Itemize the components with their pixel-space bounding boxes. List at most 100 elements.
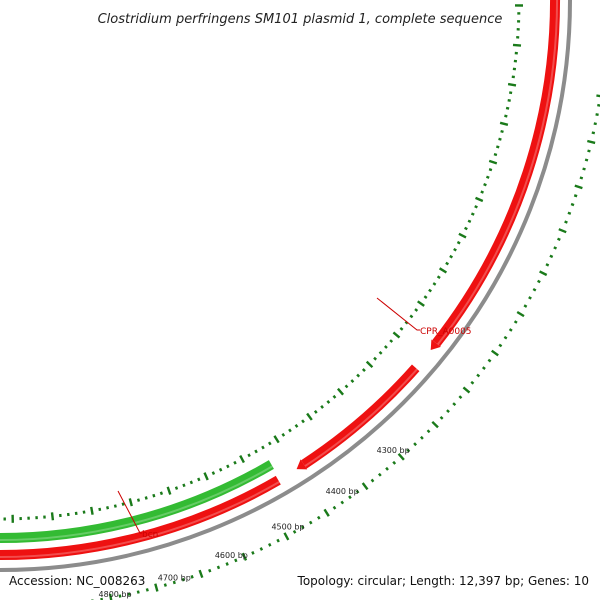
tick-mark xyxy=(475,196,484,203)
gene-label-cpr-a0005[interactable]: CPR_A0005 xyxy=(420,327,472,337)
tick-mark xyxy=(595,113,599,116)
tick-mark xyxy=(399,326,404,331)
tick-mark xyxy=(483,182,487,187)
tick-mark xyxy=(348,495,352,500)
tick-mark xyxy=(512,43,522,47)
tick-mark xyxy=(172,580,176,585)
tick-mark xyxy=(549,254,554,259)
tick-mark xyxy=(532,287,537,292)
tick-mark xyxy=(503,335,508,340)
tick-mark xyxy=(90,506,94,515)
tick-mark xyxy=(154,583,159,592)
tick-mark xyxy=(591,131,596,135)
tick-mark xyxy=(294,423,299,428)
tick-mark xyxy=(584,158,589,162)
gene-arc-cpr-a0005[interactable] xyxy=(301,364,420,469)
gene-arc-forward[interactable] xyxy=(0,475,281,561)
tick-mark xyxy=(344,384,349,389)
tick-mark xyxy=(467,219,472,223)
tick-mark xyxy=(587,139,596,145)
tick-mark xyxy=(136,590,140,594)
tick-mark xyxy=(570,202,575,207)
tick-mark xyxy=(485,175,490,179)
tick-mark xyxy=(498,343,503,348)
tick-mark xyxy=(385,466,389,471)
tick-mark xyxy=(251,551,255,555)
tick-mark xyxy=(523,304,528,308)
gene-highlight xyxy=(304,368,418,467)
tick-mark xyxy=(587,149,591,153)
summary-text: Topology: circular; Length: 12,397 bp; G… xyxy=(297,574,589,588)
tick-mark xyxy=(436,275,441,280)
tick-mark xyxy=(505,106,510,110)
tick-mark xyxy=(118,594,122,598)
tick-mark xyxy=(545,263,550,267)
gene-label-bcn[interactable]: bcn xyxy=(142,530,158,540)
tick-mark xyxy=(340,500,345,505)
tick-mark xyxy=(516,310,525,318)
tick-mark xyxy=(190,575,194,579)
gene-arc-bcn[interactable] xyxy=(0,460,274,544)
tick-mark xyxy=(136,498,141,502)
tick-mark xyxy=(557,237,561,242)
tick-mark xyxy=(316,515,321,520)
tick-mark xyxy=(464,226,468,231)
tick-mark xyxy=(404,320,409,325)
tick-mark xyxy=(507,99,511,102)
tick-mark xyxy=(409,314,414,319)
tick-mark xyxy=(508,91,513,95)
tick-mark xyxy=(476,373,481,378)
tick-mark xyxy=(462,386,471,394)
tick-mark xyxy=(225,562,229,566)
tick-mark xyxy=(106,506,110,510)
tick-mark xyxy=(470,212,475,216)
tick-mark xyxy=(233,460,237,465)
tick-mark xyxy=(159,491,164,496)
tick-mark xyxy=(239,455,245,464)
tick-mark xyxy=(474,205,478,209)
tick-mark xyxy=(513,320,518,324)
gene-highlight xyxy=(0,481,280,559)
tick-mark xyxy=(313,409,318,414)
tick-mark xyxy=(499,121,509,126)
tick-mark xyxy=(332,505,337,510)
tick-mark xyxy=(198,569,204,579)
tick-mark xyxy=(458,395,463,399)
tick-mark xyxy=(456,240,461,245)
tick-mark xyxy=(182,483,186,488)
tick-mark xyxy=(417,300,425,307)
gene-arc-upstream[interactable] xyxy=(432,0,561,347)
tick-mark xyxy=(273,435,280,444)
tick-mark xyxy=(389,339,394,343)
tick-mark xyxy=(108,593,113,600)
tick-mark xyxy=(449,254,453,259)
tick-mark xyxy=(470,380,475,385)
tick-mark xyxy=(446,409,450,413)
tick-mark xyxy=(495,145,500,149)
tick-mark xyxy=(326,400,331,404)
tick-mark xyxy=(420,435,424,440)
tick-mark xyxy=(226,464,230,469)
tick-mark xyxy=(127,592,131,596)
tick-mark xyxy=(301,419,305,424)
tick-mark xyxy=(480,190,484,194)
tick-mark xyxy=(493,152,498,157)
accession-text: Accession: NC_008263 xyxy=(9,574,145,588)
tick-mark xyxy=(247,453,251,458)
tick-mark xyxy=(574,184,583,190)
tick-mark xyxy=(261,445,265,450)
tick-mark xyxy=(241,552,248,561)
tick-mark xyxy=(320,405,324,409)
tick-mark xyxy=(508,328,513,332)
tick-mark xyxy=(488,168,493,172)
tick-mark xyxy=(152,493,156,498)
tick-mark xyxy=(507,82,517,87)
tick-mark xyxy=(281,432,286,437)
tick-mark xyxy=(383,345,388,349)
gene-callout-bcn: bcn xyxy=(117,490,158,540)
tick-mark xyxy=(276,538,280,543)
tick-mark xyxy=(254,449,258,454)
gene-highlight xyxy=(436,0,559,346)
tick-mark xyxy=(355,489,360,494)
tick-mark xyxy=(208,568,212,573)
